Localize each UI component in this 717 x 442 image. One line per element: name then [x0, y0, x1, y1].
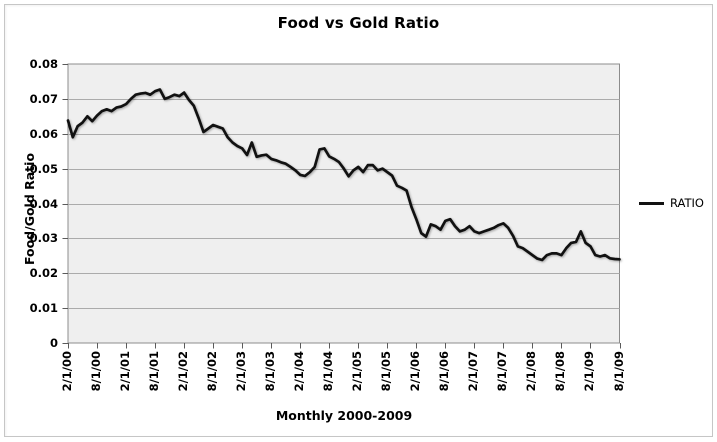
- x-tick-label: 2/1/04: [292, 351, 307, 392]
- x-tick-label: 8/1/01: [147, 351, 162, 392]
- ratio-series-line: [66, 88, 621, 262]
- x-tick-label: 8/1/02: [205, 351, 220, 392]
- y-tick-label: 0.02: [29, 266, 58, 281]
- y-axis-title: Food/Gold Ratio: [22, 152, 37, 266]
- plot-background: [67, 63, 620, 344]
- x-tick-label: 8/1/07: [495, 351, 510, 392]
- chart-title: Food vs Gold Ratio: [277, 14, 440, 32]
- y-tick-label: 0.08: [29, 57, 58, 71]
- y-tick-label: 0: [49, 336, 58, 350]
- x-tick-label: 2/1/05: [350, 351, 365, 392]
- y-tick-label: 0.01: [29, 301, 58, 316]
- x-tick-label: 8/1/00: [89, 351, 104, 392]
- x-tick-label: 8/1/04: [321, 351, 336, 392]
- legend: RATIO: [639, 196, 704, 210]
- legend-line-swatch: [639, 201, 664, 205]
- x-tick-label: 8/1/09: [611, 351, 626, 392]
- y-tick-label: 0.04: [29, 196, 58, 211]
- x-tick-label: 2/1/06: [408, 351, 423, 392]
- x-tick-label: 2/1/09: [582, 351, 597, 392]
- x-tick-label: 2/1/07: [466, 351, 481, 392]
- x-tick-label: 2/1/02: [176, 351, 191, 392]
- x-axis-title: Monthly 2000-2009: [275, 408, 413, 423]
- x-tick-label: 2/1/03: [234, 351, 249, 392]
- legend-series-label: RATIO: [670, 196, 704, 210]
- x-tick-label: 8/1/06: [437, 351, 452, 392]
- y-tick-label: 0.06: [29, 126, 58, 141]
- x-tick-label: 8/1/03: [263, 351, 278, 392]
- x-tick-label: 2/1/01: [118, 351, 133, 392]
- y-tick-label: 0.03: [29, 231, 58, 246]
- x-tick-label: 2/1/08: [524, 351, 539, 392]
- chart-frame: Food vs Gold Ratio 0 0.01 0.02 0.03 0.04 0.05…: [4, 4, 713, 437]
- x-tick-label: 2/1/00: [60, 351, 74, 392]
- y-tick-label: 0.05: [29, 161, 58, 176]
- y-tick-label: 0.07: [29, 91, 58, 106]
- x-tick-label: 8/1/05: [379, 351, 394, 392]
- x-tick-label: 8/1/08: [553, 351, 568, 392]
